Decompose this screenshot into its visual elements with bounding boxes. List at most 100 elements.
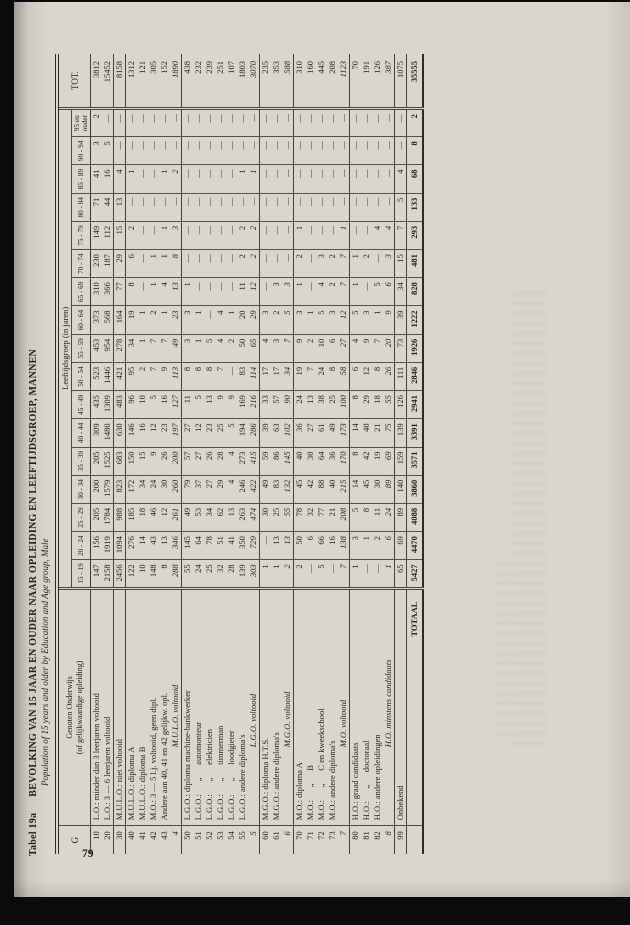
value-cell: 1222 [406, 306, 423, 335]
education-label-cell: M.U.L.O.: diploma A [125, 588, 137, 826]
value-cell: 40 [361, 418, 372, 448]
value-cell: — [394, 108, 407, 137]
value-cell: — [215, 249, 226, 278]
value-cell: 69 [394, 531, 407, 560]
value-cell: 1 [248, 164, 260, 194]
value-cell: — [259, 164, 271, 194]
g-code-cell: 60 [259, 825, 271, 854]
value-cell: 42 [305, 475, 316, 504]
table-row: 6 M.G.O. voltooid 2 13 55 132 145 102 90 34 7 5 3— — —… [282, 54, 294, 854]
value-cell: 34 [394, 277, 407, 306]
value-cell: 172 [125, 475, 137, 504]
value-cell: 49 [170, 334, 182, 363]
value-cell: — [316, 108, 327, 137]
value-cell: 3 [349, 531, 361, 560]
value-cell: 2 [237, 221, 248, 250]
value-cell: — [204, 136, 215, 165]
value-cell: — [125, 108, 137, 137]
value-cell: 8 [372, 362, 383, 391]
value-cell: — [361, 193, 372, 222]
value-cell: 65 [394, 559, 407, 589]
row-total-cell: 8158 [113, 54, 126, 109]
value-cell: — [226, 362, 237, 391]
value-cell: — [226, 193, 237, 222]
row-total-cell: 15452 [102, 54, 114, 109]
g-code-cell: 81 [361, 825, 372, 854]
value-cell: 4 [159, 277, 170, 306]
value-cell: 111 [394, 362, 407, 391]
value-cell: — [137, 108, 148, 137]
education-label-cell: M.U.L.O. voltooid [170, 684, 180, 748]
table-row: 42 M.O.: 3 — 5 l.j. voltooid, geen dipl. 1… [148, 54, 159, 854]
value-cell: 4 [215, 306, 226, 335]
value-cell: 2 [327, 277, 338, 306]
value-cell: — [361, 221, 372, 250]
value-cell: — [226, 136, 237, 165]
table-row: 72 M.O.: „ C en kweekschool 5 66 77 88 64 61 38 2… [316, 54, 327, 854]
value-cell: 261 [170, 503, 182, 532]
row-total-cell: 1075 [394, 54, 407, 109]
value-cell: 2 [148, 306, 159, 335]
row-total-cell: 1890 [170, 54, 182, 109]
value-cell: 29 [215, 475, 226, 504]
value-cell: 8 [361, 503, 372, 532]
education-label-cell: M.O.: 3 — 5 l.j. voltooid, geen dipl. [148, 697, 158, 821]
value-cell: 3 [181, 334, 193, 363]
value-cell: 4470 [406, 531, 423, 560]
value-cell: 6 [125, 249, 137, 278]
value-cell: 28 [215, 447, 226, 476]
row-total-cell: 107 [226, 54, 237, 109]
education-label-cell: L.G.O.: diploma machine-bankwerker [181, 588, 193, 826]
value-cell: 89 [383, 475, 395, 504]
value-cell: 5 [102, 136, 114, 165]
value-cell: — [372, 164, 383, 194]
value-cell: 3 [90, 136, 102, 165]
value-cell: 114 [248, 362, 260, 391]
value-cell: 37 [193, 475, 204, 504]
value-cell: 24 [383, 503, 395, 532]
value-cell: 3 [271, 334, 282, 363]
value-cell: 954 [102, 334, 114, 363]
value-cell: — [259, 193, 271, 222]
value-cell: 6 [383, 277, 395, 306]
value-cell: 4 [372, 221, 383, 250]
value-cell: — [383, 193, 395, 222]
value-cell: — [226, 108, 237, 137]
value-cell: 2941 [406, 390, 423, 419]
value-cell: — [181, 108, 193, 137]
value-cell: 215 [338, 475, 350, 504]
g-code-cell: 51 [193, 825, 204, 854]
value-cell: 27 [193, 447, 204, 476]
page-number: 79 [82, 848, 94, 860]
value-cell: — [226, 221, 237, 250]
value-cell: 3860 [406, 475, 423, 504]
value-cell: 139 [394, 418, 407, 448]
value-cell: 6 [327, 334, 338, 363]
value-cell: 20 [383, 334, 395, 363]
value-cell: 187 [102, 249, 114, 278]
value-cell: 150 [125, 447, 137, 476]
table-row: 99 Onbekend 65 69 89 140 159 139 126 111 73 39 34 15 7… [394, 54, 407, 854]
value-cell: 8 [204, 362, 215, 391]
g-code-cell: 42 [148, 825, 159, 854]
value-cell: 7 [159, 334, 170, 363]
value-cell: — [125, 136, 137, 165]
value-cell: 1579 [102, 475, 114, 504]
value-cell: 69 [383, 447, 395, 476]
value-cell: 194 [237, 418, 248, 448]
value-cell: 27 [305, 418, 316, 448]
value-cell: 1 [293, 277, 305, 306]
value-cell: — [193, 193, 204, 222]
value-cell: 246 [237, 475, 248, 504]
value-cell: 1 [349, 559, 361, 589]
education-label-cell: M.U.L.O.: diploma B [137, 746, 147, 821]
age-column-header: 35 - 39 [71, 447, 91, 476]
value-cell: 83 [271, 475, 282, 504]
age-column-header: 20 - 24 [71, 531, 91, 560]
value-cell: 4 [226, 447, 237, 476]
value-cell: — [181, 249, 193, 278]
value-cell: 26 [383, 362, 395, 391]
value-cell: 3 [383, 249, 395, 278]
education-label-cell: L.G.O. voltooid [248, 693, 258, 748]
value-cell: — [305, 164, 316, 194]
